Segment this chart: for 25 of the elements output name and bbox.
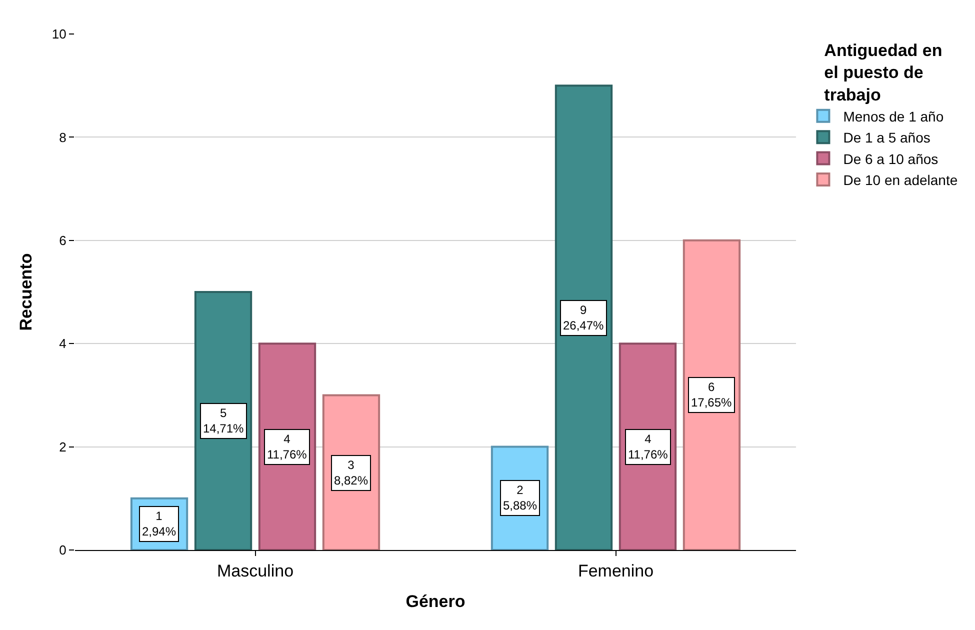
- y-tick-label: 0: [59, 542, 66, 558]
- legend-label: De 10 en adelante: [843, 172, 958, 188]
- bar: [554, 84, 613, 550]
- x-tick-label: Masculino: [216, 561, 294, 580]
- legend-title: Antiguedad en el puesto de trabajo: [824, 41, 942, 104]
- x-axis-title: Género: [406, 592, 466, 611]
- data-label: 3 8,82%: [334, 458, 368, 488]
- y-tick-label: 4: [59, 336, 66, 352]
- bar: [682, 239, 741, 550]
- y-tick-label: 10: [52, 26, 66, 42]
- data-label: 2 5,88%: [503, 483, 538, 513]
- y-tick-label: 6: [59, 232, 66, 248]
- y-tick-label: 2: [59, 439, 66, 454]
- y-axis-title: Recuento: [16, 253, 36, 331]
- legend-label: Menos de 1 año: [843, 108, 944, 124]
- y-tick-label: 8: [59, 130, 66, 145]
- data-label: 9 26,47%: [563, 303, 604, 333]
- data-label: 1 2,94%: [142, 509, 176, 539]
- data-label: 4 11,76%: [267, 432, 308, 462]
- data-label: 5 14,71%: [203, 406, 244, 436]
- legend-label: De 6 a 10 años: [843, 150, 938, 167]
- data-label: 4 11,76%: [628, 432, 668, 462]
- data-label: 6 17,65%: [691, 380, 732, 410]
- x-tick-label: Femenino: [578, 561, 654, 580]
- legend-label: De 1 a 5 años: [843, 130, 930, 146]
